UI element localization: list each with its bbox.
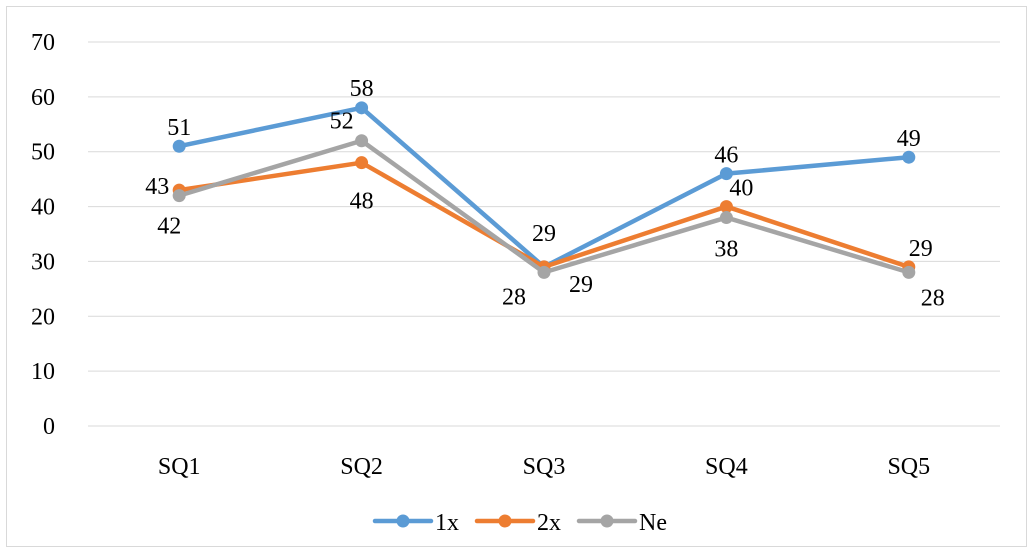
data-point-Ne [355,134,369,148]
data-label-Ne: 28 [502,284,526,310]
data-label-Ne: 38 [714,237,738,263]
x-tick-label: SQ3 [523,454,566,480]
axes: 0 10 20 30 40 50 60 70 SQ1 SQ2 SQ3 SQ4 SQ5 [31,30,930,480]
data-point-Ne [902,265,916,279]
x-tick-label: SQ4 [705,454,748,480]
x-tick-label: SQ5 [887,454,930,480]
legend-label-2x: 2x [537,510,561,536]
data-label-1x: 29 [532,221,556,247]
data-label-Ne: 42 [157,214,181,240]
y-tick-label: 60 [31,85,55,111]
data-label-1x: 49 [897,126,921,152]
data-label-2x: 29 [909,236,933,262]
data-label-Ne: 52 [330,109,354,135]
series-group [172,101,916,279]
data-point-1x [355,101,369,115]
data-labels: 51 58 29 46 49 43 48 29 40 29 42 52 28 38 28 [145,76,945,312]
data-point-2x [719,200,733,214]
data-label-1x: 46 [714,143,738,169]
legend-marker-2x [498,514,512,528]
data-label-2x: 48 [350,189,374,215]
data-label-2x: 29 [569,272,593,298]
data-label-2x: 43 [145,174,169,200]
y-tick-label: 30 [31,249,55,275]
legend-label-1x: 1x [435,510,459,536]
data-label-Ne: 28 [921,285,945,311]
data-point-1x [902,150,916,164]
x-tick-label: SQ1 [158,454,201,480]
y-tick-label: 40 [31,195,55,221]
series-line-2x [176,160,912,270]
data-point-2x [355,156,369,170]
gridlines [88,41,1000,427]
legend-marker-Ne [600,514,614,528]
x-tick-label: SQ2 [340,454,383,480]
data-point-Ne [172,189,186,203]
chart-frame [6,6,1027,547]
data-point-Ne [537,265,551,279]
y-tick-label: 20 [31,304,55,330]
data-point-1x [719,167,733,181]
y-tick-label: 0 [43,414,55,440]
data-point-1x [172,139,186,153]
data-label-1x: 51 [167,115,191,141]
legend-marker-1x [396,514,410,528]
y-tick-label: 10 [31,359,55,385]
data-point-Ne [719,211,733,225]
y-tick-label: 50 [31,140,55,166]
data-label-1x: 58 [350,76,374,102]
data-label-2x: 40 [729,176,753,202]
legend-label-Ne: Ne [639,510,667,536]
y-tick-label: 70 [31,30,55,56]
legend: 1x 2x Ne [372,510,667,536]
